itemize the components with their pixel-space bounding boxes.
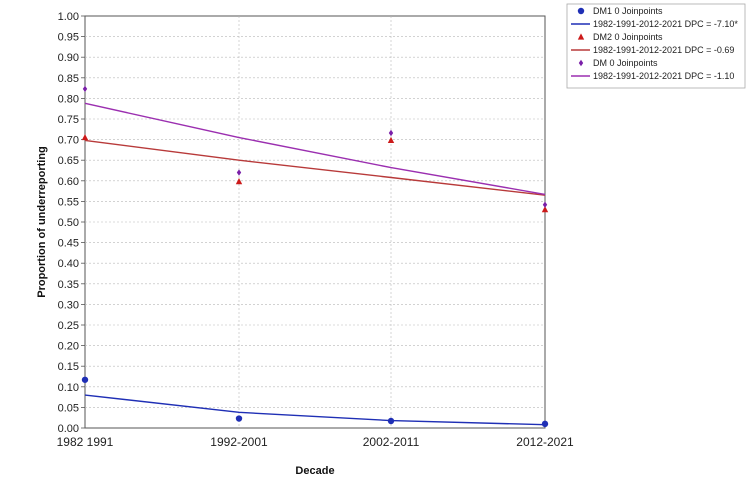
dm-legend-label: DM 0 Joinpoints: [593, 58, 658, 68]
legend-box: [566, 3, 746, 89]
dm2-legend-marker: [577, 33, 585, 40]
y-tick-label: 0.00: [58, 423, 79, 435]
dm1-point: [541, 420, 549, 428]
data-point-layer: [81, 85, 549, 428]
dm-legend-marker: [578, 59, 584, 67]
dm-point: [236, 169, 242, 176]
dm-point: [542, 201, 548, 208]
dm1-legend-marker: [577, 7, 585, 15]
dm1-point: [81, 376, 89, 383]
y-tick-label: 0.65: [58, 155, 79, 167]
y-tick-label: 0.55: [58, 196, 79, 208]
dm2-legend-label: DM2 0 Joinpoints: [593, 32, 663, 42]
y-axis-title: Proportion of underreporting: [36, 146, 48, 298]
y-tick-label: 0.95: [58, 32, 79, 44]
dm2-point: [81, 133, 89, 141]
legend: DM1 0 Joinpoints 1982-1991-2012-2021 DPC …: [566, 3, 746, 89]
dm-fit-legend-label: 1982-1991-2012-2021 DPC = -1.10: [593, 71, 734, 81]
y-tick-label: 0.35: [58, 279, 79, 291]
y-tick-label: 0.60: [58, 176, 79, 188]
dm1-point: [387, 417, 395, 425]
legend-entries: DM1 0 Joinpoints 1982-1991-2012-2021 DPC …: [571, 6, 738, 81]
fit-line-layer: [84, 102, 546, 426]
y-tick-label: 0.70: [58, 135, 79, 147]
dm1-point: [235, 415, 243, 422]
y-tick-label: 0.05: [58, 402, 79, 414]
y-tick-label: 0.10: [58, 382, 79, 394]
y-tick-label: 0.50: [58, 217, 79, 229]
x-tick-label: 2012-2021: [516, 435, 574, 449]
y-tick-label: 1.00: [58, 11, 79, 23]
dm1-legend-label: DM1 0 Joinpoints: [593, 6, 663, 16]
dm-fit-line: [84, 102, 546, 196]
y-tick-label: 0.80: [58, 93, 79, 105]
x-tick-label: 1982 1991: [57, 435, 114, 449]
y-tick-layer: 0.00 0.05 0.10 0.15 0.20 0.25 0.30 0.35 0.40 0.45…: [58, 11, 85, 435]
dm2-point: [235, 178, 243, 185]
dm2-point: [541, 206, 549, 213]
y-tick-label: 0.75: [58, 114, 79, 126]
dm2-fit-line: [84, 139, 546, 196]
y-tick-label: 0.30: [58, 299, 79, 311]
y-tick-label: 0.90: [58, 52, 79, 64]
dm2-point: [387, 136, 395, 144]
dm2-fit-legend-label: 1982-1991-2012-2021 DPC = -0.69: [593, 45, 734, 55]
y-tick-label: 0.25: [58, 320, 79, 332]
y-tick-label: 0.20: [58, 341, 79, 353]
dm-point: [388, 129, 394, 137]
dm-point: [82, 85, 88, 93]
grid-layer: [85, 16, 545, 428]
dm1-fit-legend-label: 1982-1991-2012-2021 DPC = -7.10*: [593, 19, 738, 29]
y-tick-label: 0.40: [58, 258, 79, 270]
x-tick-label: 1992-2001: [210, 435, 268, 449]
x-tick-label: 2002-2011: [363, 435, 420, 449]
y-tick-label: 0.45: [58, 238, 79, 250]
x-tick-layer: 1982 1991 1992-2001 2002-2011 2012-2021: [57, 435, 574, 449]
dm1-fit-line: [84, 394, 546, 426]
y-tick-label: 0.85: [58, 73, 79, 85]
x-axis-title: Decade: [295, 465, 334, 477]
y-tick-label: 0.15: [58, 361, 79, 373]
